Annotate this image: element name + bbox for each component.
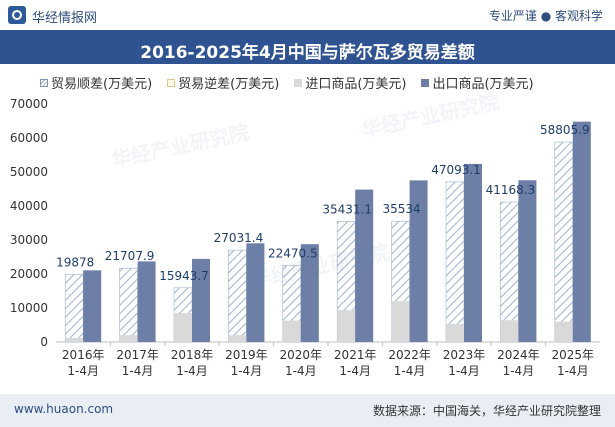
x-tick-label: 2025年 xyxy=(552,348,595,362)
x-tick-label: 2023年 xyxy=(443,348,486,362)
data-label-surplus: 27031.4 xyxy=(214,231,264,245)
bar-export xyxy=(300,244,319,342)
brand-name: 华经情报网 xyxy=(32,11,98,26)
legend-item-import: 进口商品(万美元) xyxy=(294,73,406,92)
bar-import xyxy=(337,310,356,342)
y-tick-label: 30000 xyxy=(10,233,48,247)
legend-swatch-deficit xyxy=(167,78,176,87)
legend-swatch-surplus xyxy=(40,78,48,87)
x-tick-label: 1-4月 xyxy=(448,364,480,378)
bar-export xyxy=(137,261,156,342)
bar-import xyxy=(391,301,410,342)
y-tick-label: 50000 xyxy=(10,165,48,179)
x-tick-label: 1-4月 xyxy=(394,364,426,378)
brand-logo-icon xyxy=(8,6,26,24)
x-tick-label: 2019年 xyxy=(225,348,268,362)
bar-trade-surplus xyxy=(64,274,84,343)
legend-item-surplus: 贸易顺差(万美元) xyxy=(40,73,152,92)
legend-label-surplus: 贸易顺差(万美元) xyxy=(51,77,153,92)
bar-import xyxy=(119,335,138,342)
data-label-surplus: 19878 xyxy=(56,255,94,269)
x-tick-label: 2016年 xyxy=(62,348,105,362)
data-label-surplus: 15943.7 xyxy=(159,269,209,283)
chart-title: 2016-2025年4月中国与萨尔瓦多贸易差额 xyxy=(140,43,475,63)
footer-band xyxy=(0,394,615,427)
x-tick-label: 2021年 xyxy=(334,348,377,362)
x-tick-label: 1-4月 xyxy=(285,364,317,378)
y-tick-label: 60000 xyxy=(10,131,48,145)
x-tick-label: 2017年 xyxy=(116,348,159,362)
x-tick-label: 1-4月 xyxy=(67,364,99,378)
legend-item-export: 出口商品(万美元) xyxy=(421,73,534,92)
legend-label-deficit: 贸易逆差(万美元) xyxy=(178,77,280,92)
brand-slogan: 专业严谨 ● 客观科学 xyxy=(488,9,603,23)
legend-label-export: 出口商品(万美元) xyxy=(432,77,534,92)
bar-export xyxy=(83,270,102,342)
bar-import xyxy=(446,323,464,342)
y-tick-label: 70000 xyxy=(10,97,48,111)
y-tick-label: 20000 xyxy=(10,267,48,281)
bar-export xyxy=(464,163,482,342)
y-tick-label: 10000 xyxy=(10,301,48,315)
x-tick-label: 1-4月 xyxy=(122,364,154,378)
x-tick-label: 1-4月 xyxy=(557,364,589,378)
x-tick-label: 1-4月 xyxy=(176,364,208,378)
legend-swatch-import xyxy=(294,78,303,87)
chart-legend: 贸易顺差(万美元) 贸易逆差(万美元) 进口商品(万美元) 出口商品(万美元) xyxy=(40,73,534,92)
data-label-surplus: 21707.9 xyxy=(105,249,155,263)
bar-export xyxy=(192,258,210,342)
bar-trade-surplus xyxy=(119,267,138,343)
x-tick-label: 2018年 xyxy=(171,348,214,362)
bar-export xyxy=(572,121,591,342)
bar-import xyxy=(500,320,519,342)
bar-import xyxy=(554,321,573,342)
legend-item-deficit: 贸易逆差(万美元) xyxy=(167,73,279,92)
bar-import xyxy=(174,313,192,342)
bar-trade-surplus xyxy=(445,181,465,343)
x-tick-label: 2024年 xyxy=(497,348,540,362)
bar-import xyxy=(65,337,84,342)
x-tick-label: 1-4月 xyxy=(503,364,535,378)
data-label-surplus: 58805.9 xyxy=(540,123,590,137)
y-tick-label: 40000 xyxy=(10,199,48,213)
legend-label-import: 进口商品(万美元) xyxy=(305,77,407,92)
x-tick-label: 1-4月 xyxy=(339,364,371,378)
bar-import xyxy=(282,320,301,342)
data-label-surplus: 35431.1 xyxy=(322,203,372,217)
website-link[interactable]: www.huaon.com xyxy=(14,402,114,416)
title-band xyxy=(0,30,615,64)
top-bar: 华经情报网 专业严谨 ● 客观科学 xyxy=(0,0,615,30)
bar-trade-surplus xyxy=(228,249,247,343)
data-label-surplus: 22470.5 xyxy=(268,247,318,261)
bar-import xyxy=(228,335,247,342)
y-tick-label: 0 xyxy=(40,335,48,349)
x-tick-label: 2020年 xyxy=(280,348,323,362)
bar-export xyxy=(518,180,537,342)
data-source: 数据来源：中国海关，华经产业研究院整理 xyxy=(372,404,601,418)
bar-export xyxy=(409,180,428,342)
legend-swatch-export xyxy=(421,78,430,87)
bar-export xyxy=(246,243,265,342)
data-label-surplus: 47093.1 xyxy=(431,163,481,177)
x-tick-label: 1-4月 xyxy=(231,364,263,378)
x-tick-label: 2022年 xyxy=(388,348,431,362)
bar-export xyxy=(355,189,374,342)
data-label-surplus: 35534 xyxy=(383,202,421,216)
data-label-surplus: 41168.3 xyxy=(486,183,536,197)
bar-trade-surplus xyxy=(554,141,574,343)
